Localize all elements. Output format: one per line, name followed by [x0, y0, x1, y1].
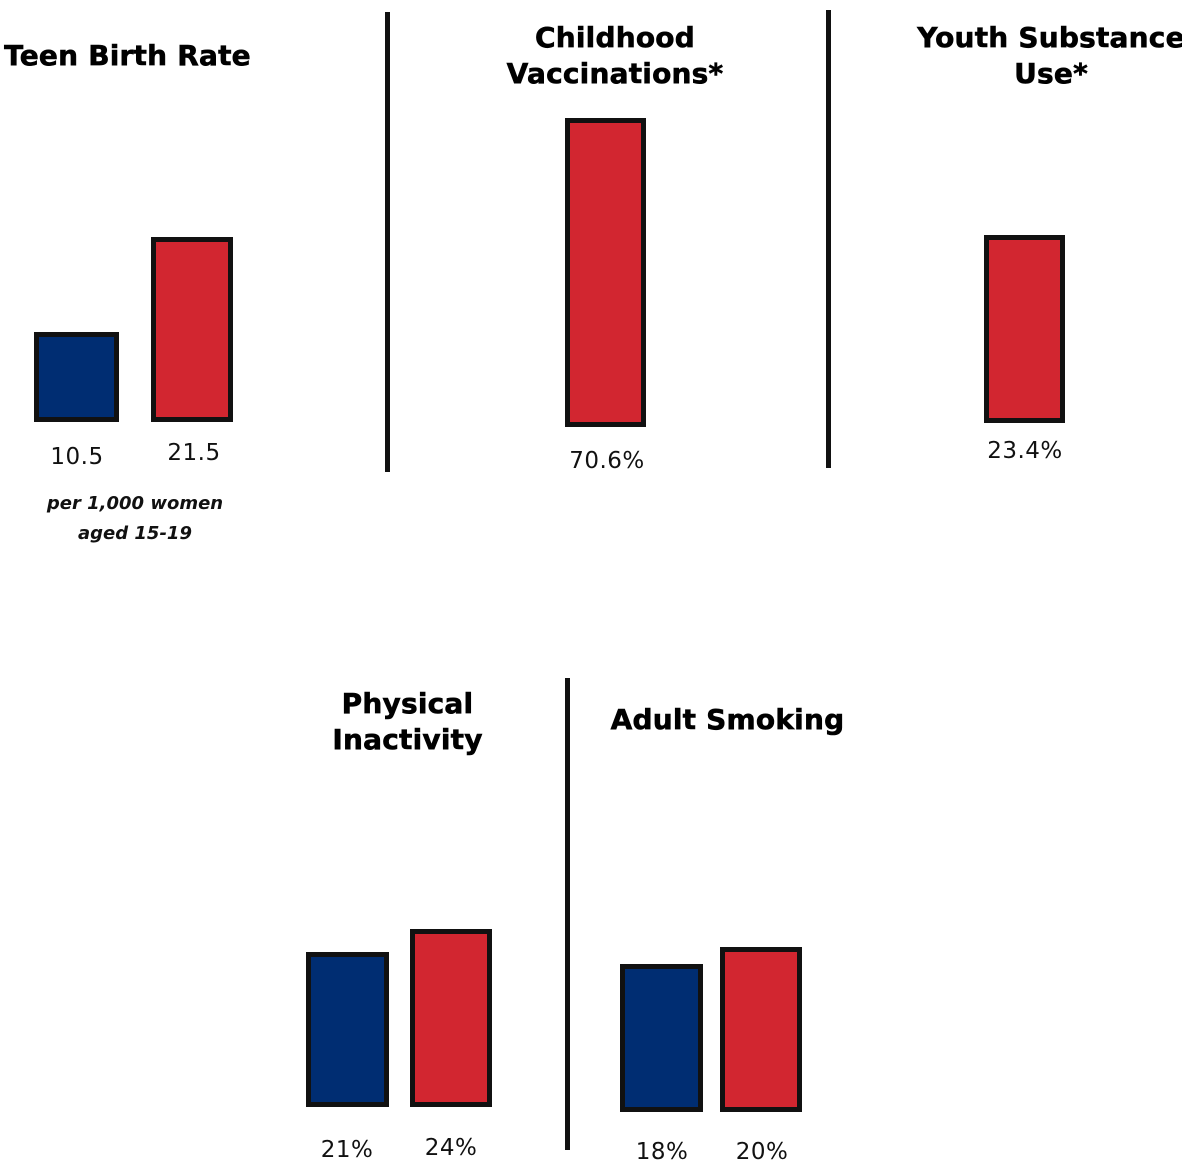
- bar: [306, 951, 389, 1107]
- note-line: aged 15-19: [78, 523, 192, 544]
- panel-divider: [826, 10, 831, 468]
- note-line: per 1,000 women: [46, 493, 224, 514]
- title-line: Childhood: [535, 21, 695, 55]
- bar-value-label: 20%: [735, 1139, 789, 1165]
- bar-value-label: 18%: [635, 1139, 689, 1165]
- bar-value-label: 21%: [320, 1137, 374, 1163]
- bar: [720, 947, 802, 1112]
- bar: [34, 331, 119, 422]
- title-line: Physical: [341, 687, 474, 721]
- panel-divider: [565, 678, 570, 1150]
- title-line: Teen Birth Rate: [4, 39, 251, 73]
- chart-title-childhood-vaccinations: Childhood Vaccinations*: [470, 20, 760, 92]
- title-line: Adult Smoking: [610, 703, 845, 737]
- bar-value-label: 70.6%: [569, 448, 645, 474]
- bar-value-label: 24%: [424, 1135, 478, 1161]
- chart-title-youth-substance-use: Youth Substance Use*: [910, 20, 1182, 92]
- bar-value-label: 21.5: [167, 440, 221, 466]
- bar: [410, 929, 492, 1107]
- bar: [984, 235, 1065, 423]
- bar: [151, 237, 233, 422]
- bar-value-label: 23.4%: [987, 438, 1063, 464]
- bar-value-label: 10.5: [50, 444, 104, 470]
- panel-divider: [385, 12, 390, 472]
- teen-birth-rate-unit-note: per 1,000 women aged 15-19: [20, 489, 250, 549]
- title-line: Use*: [1014, 57, 1088, 91]
- title-line: Inactivity: [332, 723, 483, 757]
- chart-title-physical-inactivity: Physical Inactivity: [300, 686, 515, 758]
- title-line: Vaccinations*: [506, 57, 724, 91]
- bar: [620, 963, 703, 1112]
- bar: [565, 118, 646, 427]
- chart-title-adult-smoking: Adult Smoking: [605, 702, 850, 738]
- title-line: Youth Substance: [917, 21, 1182, 55]
- chart-title-teen-birth-rate: Teen Birth Rate: [0, 38, 255, 74]
